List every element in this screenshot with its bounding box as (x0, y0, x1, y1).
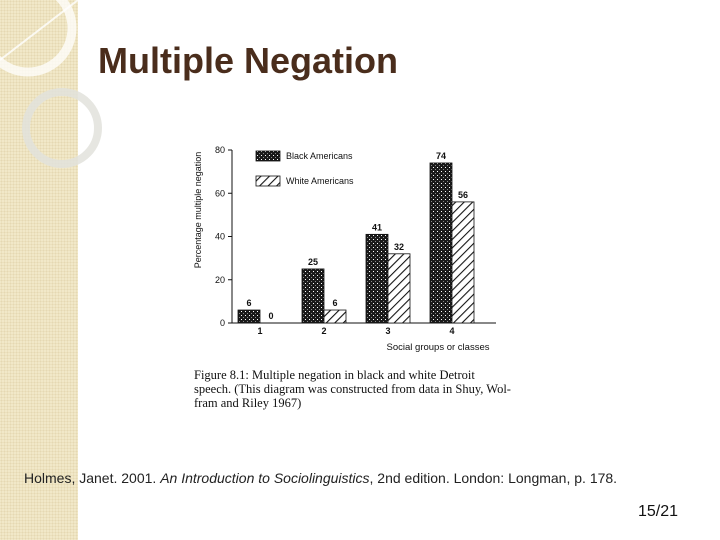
y-tick-label: 0 (220, 318, 225, 328)
citation-book-title: An Introduction to Sociolinguistics (160, 470, 370, 486)
legend-label: White Americans (286, 176, 354, 186)
y-ticks: 0 20 40 60 80 (215, 145, 232, 328)
caption-line: Figure 8.1: Multiple negation in black a… (194, 368, 475, 382)
bars (237, 162, 475, 324)
data-label: 41 (372, 222, 382, 232)
x-axis-label: Social groups or classes (387, 342, 490, 353)
legend: Black Americans White Americans (255, 150, 354, 187)
decorative-rings (0, 0, 102, 168)
caption-line: speech. (This diagram was constructed fr… (194, 382, 511, 396)
bar-white-americans-2 (323, 309, 347, 324)
y-tick-label: 80 (215, 145, 225, 155)
bar-white-americans-3 (387, 253, 411, 324)
data-label: 25 (308, 257, 318, 267)
x-tick-label: 1 (257, 326, 262, 336)
citation-suffix: , 2nd edition. London: Longman, p. 178. (369, 470, 618, 486)
x-tick-label: 4 (449, 326, 454, 336)
y-tick-label: 60 (215, 188, 225, 198)
data-label: 74 (436, 151, 446, 161)
data-label: 56 (458, 190, 468, 200)
citation-prefix: Holmes, Janet. 2001. (24, 470, 161, 486)
data-label: 6 (332, 298, 337, 308)
y-tick-label: 20 (215, 275, 225, 285)
data-label: 0 (268, 311, 273, 321)
legend-swatch (255, 175, 281, 187)
page-number: 15/21 (638, 503, 679, 520)
bar-black-americans-3 (365, 233, 389, 324)
x-tick-label: 3 (385, 326, 390, 336)
legend-swatch (255, 150, 281, 162)
citation: Holmes, Janet. 2001. An Introduction to … (24, 470, 617, 486)
data-label: 32 (394, 242, 404, 252)
value-labels: 6 01 25 6 2 41 32 3 74 56 4 (246, 151, 468, 336)
y-axis-label: Percentage multiple negation (193, 152, 203, 269)
bar-black-americans-2 (301, 268, 325, 324)
caption-line: fram and Riley 1967) (194, 396, 302, 410)
slide-title: Multiple Negation (98, 40, 398, 81)
bar-chart: 0 20 40 60 80 6 0 1 25 6 2 41 32 3 74 56 4 Black Americ… (188, 138, 548, 428)
x-tick-label: 2 (321, 326, 326, 336)
y-tick-label: 40 (215, 232, 225, 242)
data-label: 6 (246, 298, 251, 308)
bar-black-americans-1 (237, 309, 261, 324)
bar-black-americans-4 (429, 162, 453, 324)
figure-caption: Figure 8.1: Multiple negation in black a… (194, 368, 544, 410)
legend-label: Black Americans (286, 151, 353, 161)
bar-white-americans-4 (451, 201, 475, 324)
